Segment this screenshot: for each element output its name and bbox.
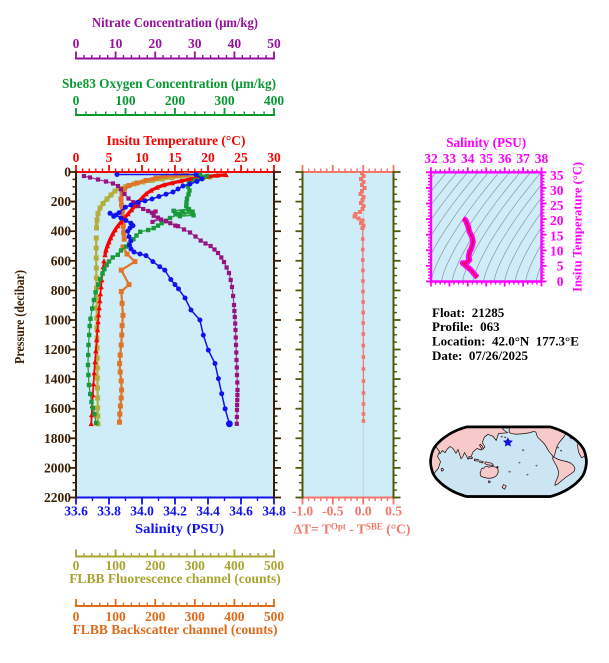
svg-text:Pressure (decibar): Pressure (decibar) (12, 270, 27, 364)
svg-text:10: 10 (109, 36, 123, 51)
svg-text:15: 15 (550, 228, 564, 243)
svg-text:500: 500 (264, 558, 285, 573)
svg-text:1000: 1000 (44, 313, 71, 328)
svg-text:32: 32 (424, 151, 438, 166)
svg-text:15: 15 (168, 150, 182, 165)
svg-text:Profile: 063: Profile: 063 (432, 319, 500, 334)
svg-text:34.0: 34.0 (130, 504, 154, 519)
svg-text:5: 5 (106, 150, 113, 165)
svg-text:20: 20 (148, 36, 162, 51)
svg-text:Location: 42.0°N 177.3°E: Location: 42.0°N 177.3°E (432, 334, 579, 349)
svg-text:25: 25 (234, 150, 248, 165)
svg-text:Date: 07/26/2025: Date: 07/26/2025 (432, 348, 529, 363)
svg-text:34.8: 34.8 (262, 504, 286, 519)
svg-text:10: 10 (135, 150, 149, 165)
svg-text:-1.0: -1.0 (292, 504, 314, 519)
svg-text:10: 10 (550, 244, 564, 259)
svg-text:ΔT= TOpt - TSBE (°C): ΔT= TOpt - TSBE (°C) (294, 522, 411, 537)
svg-text:1600: 1600 (44, 401, 71, 416)
svg-text:300: 300 (185, 558, 206, 573)
svg-text:Float: 21285: Float: 21285 (432, 305, 505, 320)
svg-text:5: 5 (557, 259, 564, 274)
svg-text:400: 400 (224, 609, 245, 624)
svg-text:200: 200 (145, 558, 166, 573)
svg-text:100: 100 (115, 93, 136, 108)
svg-text:34: 34 (461, 151, 475, 166)
svg-text:Insitu Temperature (°C): Insitu Temperature (°C) (571, 162, 585, 292)
svg-text:300: 300 (185, 609, 206, 624)
svg-text:0: 0 (73, 609, 80, 624)
svg-text:Sbe83 Oxygen Concentration (μm: Sbe83 Oxygen Concentration (μm/kg) (62, 76, 276, 91)
svg-text:Salinity (PSU): Salinity (PSU) (446, 135, 526, 150)
svg-text:0: 0 (73, 558, 80, 573)
svg-text:1400: 1400 (44, 372, 71, 387)
svg-text:25: 25 (550, 198, 564, 213)
svg-text:0.0: 0.0 (355, 504, 372, 519)
svg-text:Nitrate Concentration (μm/kg): Nitrate Concentration (μm/kg) (92, 15, 258, 30)
svg-text:Salinity (PSU): Salinity (PSU) (135, 521, 224, 536)
svg-text:30: 30 (188, 36, 202, 51)
svg-text:-0.5: -0.5 (322, 504, 344, 519)
svg-text:30: 30 (267, 150, 281, 165)
svg-text:500: 500 (264, 609, 285, 624)
svg-text:0.5: 0.5 (385, 504, 402, 519)
svg-text:0: 0 (73, 150, 80, 165)
svg-text:1800: 1800 (44, 431, 71, 446)
svg-text:30: 30 (550, 183, 564, 198)
svg-text:800: 800 (51, 283, 72, 298)
svg-text:0: 0 (64, 165, 71, 180)
svg-text:400: 400 (51, 224, 72, 239)
svg-text:36: 36 (498, 151, 512, 166)
svg-text:200: 200 (165, 93, 186, 108)
svg-text:34.4: 34.4 (196, 504, 220, 519)
svg-text:34.2: 34.2 (163, 504, 187, 519)
svg-text:2200: 2200 (44, 490, 71, 505)
svg-text:400: 400 (224, 558, 245, 573)
svg-text:0: 0 (73, 36, 80, 51)
svg-text:20: 20 (201, 150, 215, 165)
svg-text:38: 38 (535, 151, 549, 166)
svg-text:FLBB Fluorescence channel (cou: FLBB Fluorescence channel (counts) (69, 571, 281, 586)
svg-text:300: 300 (214, 93, 235, 108)
svg-text:33.8: 33.8 (97, 504, 121, 519)
svg-text:35: 35 (550, 168, 564, 183)
svg-text:0: 0 (557, 274, 564, 289)
svg-text:50: 50 (267, 36, 281, 51)
svg-text:100: 100 (105, 609, 126, 624)
svg-text:0: 0 (73, 93, 80, 108)
svg-text:33.6: 33.6 (64, 504, 88, 519)
svg-text:400: 400 (264, 93, 285, 108)
svg-text:1200: 1200 (44, 342, 71, 357)
svg-text:FLBB Backscatter channel (coun: FLBB Backscatter channel (counts) (73, 622, 278, 637)
svg-text:40: 40 (228, 36, 242, 51)
svg-text:35: 35 (479, 151, 493, 166)
svg-text:200: 200 (51, 194, 72, 209)
svg-text:37: 37 (516, 151, 530, 166)
svg-text:20: 20 (550, 213, 564, 228)
svg-text:100: 100 (105, 558, 126, 573)
svg-text:33: 33 (443, 151, 457, 166)
svg-text:200: 200 (145, 609, 166, 624)
svg-text:34.6: 34.6 (229, 504, 253, 519)
svg-text:2000: 2000 (44, 460, 71, 475)
svg-text:600: 600 (51, 253, 72, 268)
svg-text:Insitu Temperature (°C): Insitu Temperature (°C) (107, 133, 246, 148)
